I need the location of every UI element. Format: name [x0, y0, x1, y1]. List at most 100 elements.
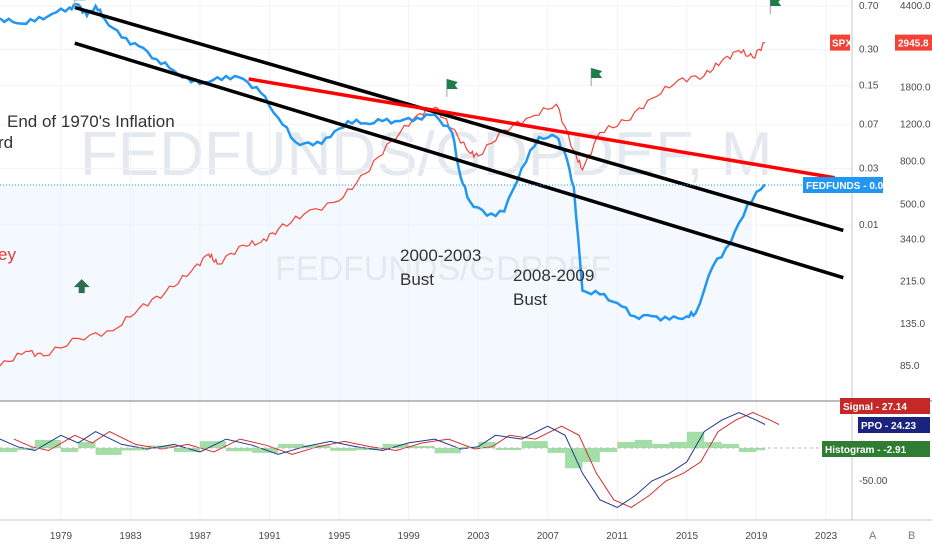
ppo-tag-histogram[interactable]: Histogram - -2.91 [822, 441, 930, 457]
fedfunds-legend-tag[interactable]: FEDFUNDS - 0.02 [803, 177, 889, 193]
right-scale-tick: 215.0 [900, 276, 925, 287]
arrow-up-icon[interactable] [73, 279, 90, 294]
fedfunds-area-shade [0, 185, 752, 400]
flag-icon[interactable] [446, 78, 458, 97]
histogram-bar [34, 439, 61, 448]
histogram-bar [173, 448, 200, 453]
trend-line-0[interactable] [74, 5, 844, 233]
spx-last-value: 2945.8 [898, 39, 929, 50]
histogram-bar [408, 445, 435, 448]
histogram-bar [721, 443, 739, 448]
histogram-bar [634, 439, 653, 448]
right-price-scale[interactable]: 0.70 0.30 0.15 0.07 0.03 0.01 4400.0 1800.0 1200… [803, 1, 932, 487]
histogram-bar [252, 448, 279, 453]
histogram-bar [582, 448, 600, 463]
trend-line-2[interactable] [248, 77, 835, 180]
right-scale-tick: 1800.0 [900, 83, 931, 94]
histogram-bar [278, 443, 305, 448]
right-scale-tick: 135.0 [900, 319, 925, 330]
time-axis-tick: 1991 [259, 531, 282, 542]
time-axis-tick: 1983 [119, 531, 142, 542]
ppo-tag-ppo[interactable]: PPO - 24.23 [858, 417, 930, 433]
left-scale-tick: 0.03 [859, 163, 879, 174]
right-scale-tick: 4400.0 [900, 1, 931, 12]
histogram-bar [521, 441, 548, 448]
right-scale-tick: 800.0 [900, 156, 925, 167]
histogram-bar [686, 431, 705, 448]
histogram-bar [0, 448, 18, 453]
histogram-bar [226, 448, 253, 452]
ppo-tag-label: Signal - 27.14 [843, 402, 907, 413]
time-axis-tick: 2019 [745, 531, 768, 542]
time-axis-tick: 2023 [815, 531, 838, 542]
histogram-bar [565, 448, 583, 469]
trend-layer [74, 5, 844, 280]
annotation-2000-2003-line2: Bust [400, 270, 434, 289]
annotation-rd: rd [0, 133, 13, 152]
ppo-tag-label: PPO - 24.23 [861, 421, 916, 432]
flag-icon[interactable] [769, 0, 782, 14]
spx-legend-tag[interactable]: SPX 2945.8 [830, 34, 932, 51]
time-axis-tick: 1979 [50, 531, 73, 542]
auto-scale-label: A [869, 530, 877, 542]
time-axis-tick: 2007 [537, 531, 560, 542]
time-axis-tick: 2015 [676, 531, 699, 542]
histogram-bar [599, 448, 618, 453]
watermark-secondary: FEDFUNDS/GDPDEF [275, 250, 611, 288]
histogram-bar [704, 441, 722, 448]
histogram-bar [330, 448, 357, 451]
histogram-bar [495, 448, 522, 451]
flag-icon[interactable] [590, 68, 603, 87]
histogram-bar [756, 448, 766, 451]
time-axis-tick: 2011 [606, 531, 628, 542]
time-axis-tick: 1987 [189, 531, 212, 542]
histogram-bar [78, 441, 96, 448]
left-scale-tick: 0.15 [859, 80, 879, 91]
left-scale-tick: 0.70 [859, 1, 879, 12]
flag-icon[interactable] [74, 0, 86, 9]
histogram-bar [547, 448, 566, 453]
histogram-bar [617, 441, 635, 448]
histogram-bar [652, 443, 670, 448]
trend-line-1[interactable] [74, 41, 844, 280]
annotation-end-1970s-inflation: End of 1970's Inflation [7, 112, 175, 131]
histogram-bar [121, 448, 148, 451]
annotation-ey: ey [0, 245, 16, 264]
left-scale-tick: 0.07 [859, 120, 879, 131]
signal-line [13, 412, 780, 508]
time-axis[interactable]: 1979 1983 1987 1991 1995 1999 2003 2007 2011 2015… [50, 531, 838, 542]
annotation-2000-2003-line1: 2000-2003 [400, 246, 481, 265]
histogram-bar [199, 441, 227, 448]
left-scale-tick: 0.01 [859, 220, 879, 231]
base-scale-button[interactable]: B [908, 530, 915, 542]
ppo-tag-label: Histogram - -2.91 [825, 445, 907, 456]
annotation-2008-2009-bust: 2008-2009 Bust [513, 266, 594, 309]
ppo-pane [0, 412, 780, 508]
histogram-bar [95, 448, 122, 455]
ppo-scale-tick: -50.00 [859, 476, 888, 487]
histogram-bar [669, 441, 687, 448]
histogram-bar [60, 448, 79, 453]
right-scale-tick: 340.0 [900, 235, 925, 246]
spx-series-name: SPX [832, 39, 852, 50]
auto-scale-button[interactable]: A [869, 530, 877, 542]
right-scale-tick: 500.0 [900, 199, 925, 210]
annotation-2000-2003-bust: 2000-2003 Bust [400, 246, 481, 289]
left-scale-tick: 0.30 [859, 45, 879, 56]
fedfunds-tag-label: FEDFUNDS - 0.02 [806, 181, 889, 192]
time-axis-tick: 1999 [398, 531, 421, 542]
right-scale-tick: 1200.0 [900, 120, 931, 131]
histogram-bar [382, 443, 409, 448]
histogram-bar [478, 441, 496, 448]
histogram-bar [738, 448, 757, 453]
marker-layer [73, 0, 782, 294]
ppo-line [0, 412, 766, 508]
right-scale-tick: 85.0 [900, 361, 920, 372]
base-scale-label: B [908, 530, 915, 542]
annotation-2008-2009-line2: Bust [513, 290, 547, 309]
annotation-2008-2009-line1: 2008-2009 [513, 266, 594, 285]
series-fedfunds-line [0, 2, 767, 322]
ppo-tag-signal[interactable]: Signal - 27.14 [840, 398, 930, 414]
time-axis-tick: 2003 [467, 531, 490, 542]
